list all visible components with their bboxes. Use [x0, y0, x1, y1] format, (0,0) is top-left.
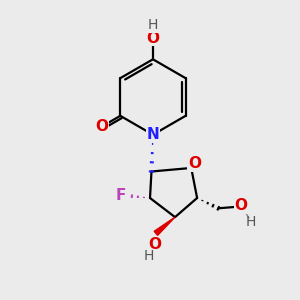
Text: H: H: [245, 215, 256, 230]
Text: O: O: [148, 237, 161, 252]
Text: H: H: [148, 18, 158, 32]
Text: F: F: [116, 188, 126, 203]
Text: O: O: [188, 156, 201, 171]
Polygon shape: [154, 217, 175, 236]
Text: O: O: [235, 198, 248, 213]
Text: O: O: [95, 119, 108, 134]
Text: H: H: [144, 249, 154, 263]
Text: O: O: [146, 31, 159, 46]
Text: N: N: [147, 127, 159, 142]
